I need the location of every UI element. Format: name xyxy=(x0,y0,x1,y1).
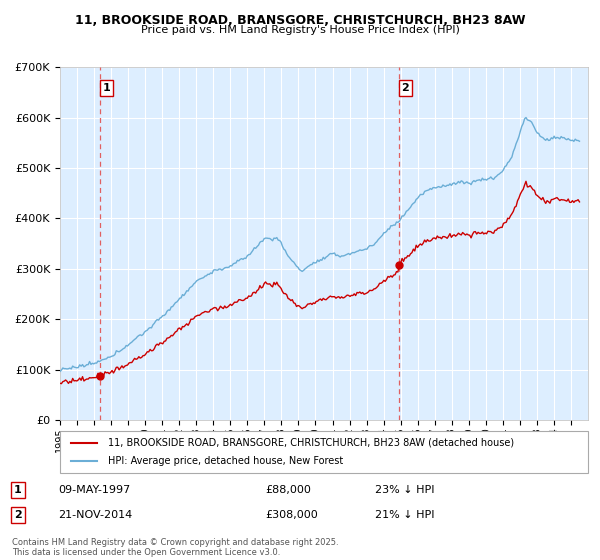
Text: 21% ↓ HPI: 21% ↓ HPI xyxy=(375,510,434,520)
Text: Price paid vs. HM Land Registry's House Price Index (HPI): Price paid vs. HM Land Registry's House … xyxy=(140,25,460,35)
Text: 21-NOV-2014: 21-NOV-2014 xyxy=(58,510,133,520)
Text: 1: 1 xyxy=(14,485,22,495)
Text: 09-MAY-1997: 09-MAY-1997 xyxy=(58,485,130,495)
Text: 11, BROOKSIDE ROAD, BRANSGORE, CHRISTCHURCH, BH23 8AW: 11, BROOKSIDE ROAD, BRANSGORE, CHRISTCHU… xyxy=(75,14,525,27)
Text: £308,000: £308,000 xyxy=(265,510,318,520)
Text: 23% ↓ HPI: 23% ↓ HPI xyxy=(375,485,434,495)
Text: 11, BROOKSIDE ROAD, BRANSGORE, CHRISTCHURCH, BH23 8AW (detached house): 11, BROOKSIDE ROAD, BRANSGORE, CHRISTCHU… xyxy=(107,438,514,448)
Text: £88,000: £88,000 xyxy=(265,485,311,495)
Text: HPI: Average price, detached house, New Forest: HPI: Average price, detached house, New … xyxy=(107,456,343,466)
Text: 1: 1 xyxy=(103,83,110,93)
Text: 2: 2 xyxy=(401,83,409,93)
Text: Contains HM Land Registry data © Crown copyright and database right 2025.
This d: Contains HM Land Registry data © Crown c… xyxy=(12,538,338,557)
Text: 2: 2 xyxy=(14,510,22,520)
